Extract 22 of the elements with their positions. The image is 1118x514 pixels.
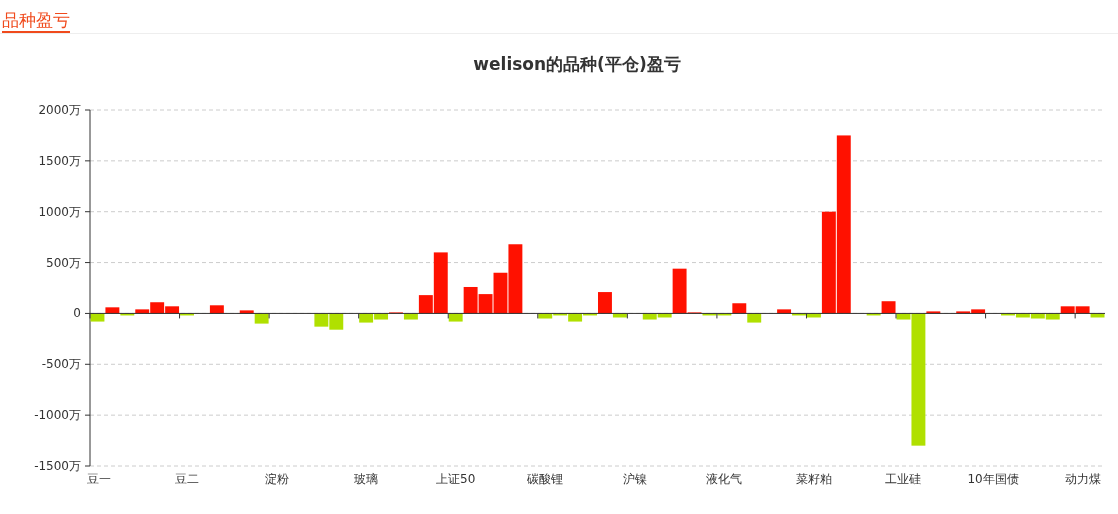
x-tick-label: 10年国债 (967, 472, 1019, 486)
y-tick-label: 500万 (46, 255, 81, 270)
y-tick-label: 1500万 (38, 153, 81, 168)
text: 品种盈亏 (2, 10, 70, 30)
x-tick-label: 菜籽粕 (795, 472, 832, 486)
x-tick-label: 淀粉 (264, 472, 289, 486)
x-tick-label: 玻璃 (354, 472, 379, 486)
x-tick-label: 上证50 (436, 472, 476, 486)
y-tick-label: 2000万 (38, 103, 81, 117)
x-tick-label: 豆二 (175, 472, 200, 486)
chart-title: welison的品种(平仓)盈亏 (473, 54, 681, 74)
x-tick-label: 沪镍 (622, 472, 647, 486)
y-tick-label: -500万 (41, 357, 81, 372)
y-tick-label: -1000万 (34, 408, 81, 423)
x-tick-label: 工业硅 (885, 472, 922, 486)
x-tick-label: 液化气 (706, 472, 743, 486)
y-tick-label: -1500万 (34, 459, 81, 473)
x-tick-label: 动力煤 (1064, 472, 1101, 486)
x-tick-label: 碳酸锂 (526, 472, 564, 486)
y-tick-label: 1000万 (38, 204, 81, 219)
x-tick-label: 豆一 (87, 472, 112, 486)
y-tick-label: 0 (73, 306, 81, 321)
